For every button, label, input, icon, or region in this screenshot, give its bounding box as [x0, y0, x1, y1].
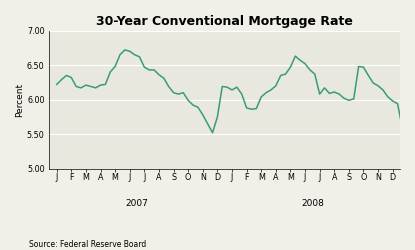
- Text: 2007: 2007: [126, 199, 149, 208]
- Y-axis label: Percent: Percent: [15, 82, 24, 117]
- Title: 30-Year Conventional Mortgage Rate: 30-Year Conventional Mortgage Rate: [96, 15, 353, 28]
- Text: Source: Federal Reserve Board: Source: Federal Reserve Board: [29, 240, 146, 249]
- Text: 2008: 2008: [301, 199, 324, 208]
